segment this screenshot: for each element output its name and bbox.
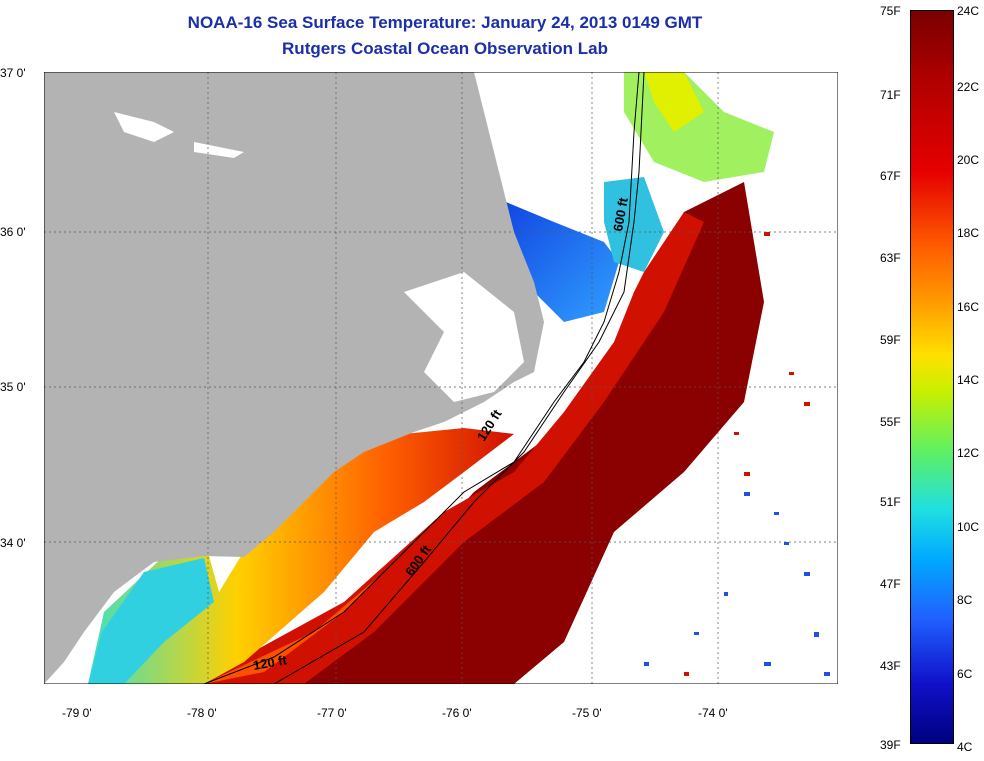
cbar-f-47: 47F xyxy=(880,577,901,591)
cbar-c-14: 14C xyxy=(957,373,980,387)
contour-label-120-south: 120 ft xyxy=(252,652,289,673)
gulf-stream-edge xyxy=(194,212,704,684)
cbar-f-51: 51F xyxy=(880,495,901,509)
cold-water-north xyxy=(494,197,619,322)
lon-label-75: -75 0' xyxy=(572,706,602,720)
cbar-f-39: 39F xyxy=(880,738,901,752)
land xyxy=(44,72,544,684)
contour-label-600-north: 600 ft xyxy=(610,196,631,233)
map-subtitle: Rutgers Coastal Ocean Observation Lab xyxy=(282,39,608,58)
cbar-c-18: 18C xyxy=(957,226,980,240)
cbar-c-24: 24C xyxy=(957,4,980,18)
lat-label-34: 34 0' xyxy=(0,536,26,550)
lon-label-78: -78 0' xyxy=(187,706,217,720)
map-title: NOAA-16 Sea Surface Temperature: January… xyxy=(187,13,703,32)
lat-label-36: 36 0' xyxy=(0,225,26,239)
cbar-f-71: 71F xyxy=(880,88,901,102)
colorbar xyxy=(910,10,954,744)
cbar-f-59: 59F xyxy=(880,333,901,347)
isobath-120 xyxy=(203,72,640,684)
lon-label-74: -74 0' xyxy=(698,706,728,720)
cbar-c-12: 12C xyxy=(957,446,980,460)
lon-label-79: -79 0' xyxy=(62,706,92,720)
sound xyxy=(404,272,524,402)
gulf-stream xyxy=(194,182,764,684)
cbar-c-16: 16C xyxy=(957,300,980,314)
lat-label-35: 35 0' xyxy=(0,380,26,394)
cbar-f-75: 75F xyxy=(880,4,901,18)
cbar-f-63: 63F xyxy=(880,251,901,265)
cbar-c-10: 10C xyxy=(957,520,980,534)
isobath-600 xyxy=(273,72,645,684)
cbar-f-43: 43F xyxy=(880,659,901,673)
lon-label-77: -77 0' xyxy=(317,706,347,720)
cbar-c-20: 20C xyxy=(957,153,980,167)
cbar-c-8: 8C xyxy=(957,593,973,607)
cbar-f-55: 55F xyxy=(880,415,901,429)
lat-label-37: 37 0' xyxy=(0,66,26,80)
lon-label-76: -76 0' xyxy=(442,706,472,720)
cbar-c-6: 6C xyxy=(957,667,973,681)
shelf-water xyxy=(88,428,514,684)
cbar-c-4: 4C xyxy=(957,740,973,754)
sst-map: 120 ft 120 ft 600 ft 600 ft xyxy=(44,72,838,684)
cbar-c-22: 22C xyxy=(957,80,980,94)
cbar-f-67: 67F xyxy=(880,169,901,183)
